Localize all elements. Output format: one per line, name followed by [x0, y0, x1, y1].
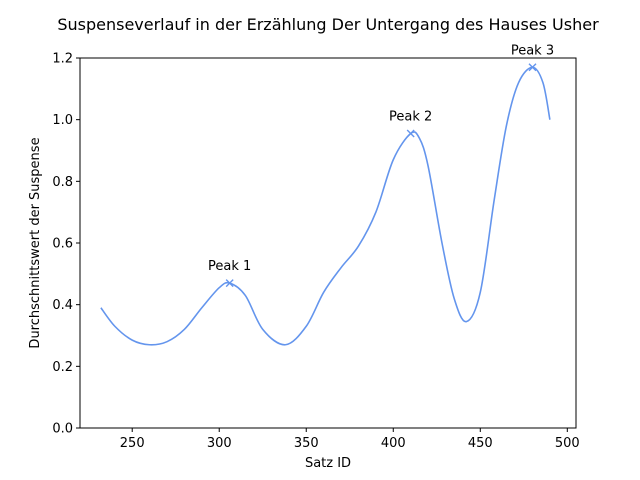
x-tick-label: 350	[294, 436, 319, 451]
plot-area	[80, 58, 576, 428]
x-tick-label: 300	[207, 436, 232, 451]
y-tick-label: 1.0	[52, 113, 73, 128]
x-tick-label: 400	[381, 436, 406, 451]
peak-3-marker	[528, 63, 537, 72]
peak-2-label: Peak 2	[389, 110, 432, 125]
y-tick-label: 0.4	[52, 298, 73, 313]
x-tick-label: 500	[555, 436, 580, 451]
y-axis-title: Durchschnittswert der Suspense	[28, 137, 43, 348]
y-tick-label: 0.2	[52, 360, 73, 375]
x-tick-label: 250	[120, 436, 145, 451]
peak-3-label: Peak 3	[511, 43, 554, 58]
y-tick-label: 1.2	[52, 52, 73, 67]
y-tick-label: 0.8	[52, 175, 73, 190]
x-tick-label: 450	[468, 436, 493, 451]
peak-1-marker	[225, 279, 234, 288]
chart-title: Suspenseverlauf in der Erzählung Der Unt…	[57, 15, 599, 34]
y-tick-label: 0.6	[52, 237, 73, 252]
peak-2-marker	[406, 129, 415, 138]
y-tick-label: 0.0	[52, 422, 73, 437]
plot-frame	[79, 57, 577, 429]
suspense-series-line	[100, 66, 551, 346]
x-axis-title: Satz ID	[305, 456, 351, 471]
peak-1-label: Peak 1	[208, 259, 251, 274]
